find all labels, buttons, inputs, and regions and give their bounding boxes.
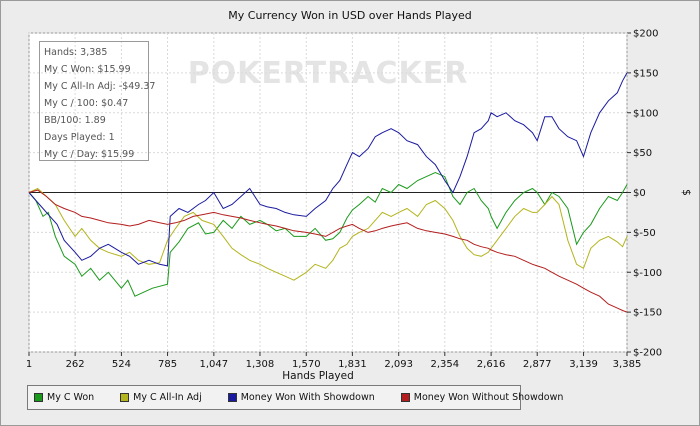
x-tick-label: 785 bbox=[158, 359, 177, 370]
x-tick-label: 2,877 bbox=[523, 359, 552, 370]
x-tick-label: 2,093 bbox=[384, 359, 413, 370]
y-tick-label: $-100 bbox=[633, 268, 662, 279]
x-tick-label: 262 bbox=[66, 359, 85, 370]
legend-label: Money Won Without Showdown bbox=[413, 392, 564, 403]
legend-item-my-c-won[interactable]: My C Won bbox=[34, 392, 94, 403]
x-tick-label: 524 bbox=[112, 359, 131, 370]
series-line-money-won-with-showdown bbox=[28, 72, 628, 267]
stat-days: Days Played: 1 bbox=[44, 132, 115, 143]
stat-per-100: My C / 100: $0.47 bbox=[44, 98, 129, 109]
y-tick-label: $-150 bbox=[633, 308, 662, 319]
y-tick-label: $50 bbox=[633, 148, 652, 159]
y-tick-label: $0 bbox=[633, 188, 646, 199]
legend-item-all-in-adj[interactable]: My C All-In Adj bbox=[120, 392, 202, 403]
y-tick-label: $100 bbox=[633, 108, 658, 119]
series-line-my-c-all-in-adj bbox=[28, 187, 628, 281]
legend-label: My C All-In Adj bbox=[133, 392, 202, 403]
stat-per-day: My C / Day: $15.99 bbox=[44, 149, 135, 160]
x-tick-label: 1 bbox=[26, 359, 32, 370]
legend-swatch bbox=[120, 393, 130, 402]
stats-info-box: Hands: 3,385 My C Won: $15.99 My C All-I… bbox=[39, 41, 156, 161]
x-tick-label: 1,570 bbox=[292, 359, 321, 370]
watermark: POKERTRACKER bbox=[188, 56, 469, 91]
legend-label: My C Won bbox=[47, 392, 95, 403]
y-axis-label: $ bbox=[680, 189, 692, 196]
y-tick-label: $200 bbox=[633, 29, 658, 40]
x-tick-label: 3,139 bbox=[569, 359, 598, 370]
x-tick-label: 1,047 bbox=[200, 359, 229, 370]
legend-swatch bbox=[227, 393, 237, 402]
stat-allin-adj: My C All-In Adj: -$49.37 bbox=[44, 81, 156, 92]
series-line-my-c-won bbox=[28, 172, 628, 297]
y-tick-label: $-50 bbox=[633, 228, 656, 239]
y-tick-label: $-200 bbox=[633, 348, 662, 359]
x-tick-label: 3,385 bbox=[613, 359, 642, 370]
stat-hands: Hands: 3,385 bbox=[44, 47, 108, 58]
x-tick-label: 1,308 bbox=[246, 359, 275, 370]
legend-item-without-showdown[interactable]: Money Won Without Showdown bbox=[400, 392, 564, 403]
chart-title: My Currency Won in USD over Hands Played bbox=[228, 9, 472, 22]
y-tick-label: $150 bbox=[633, 68, 658, 79]
legend-swatch bbox=[400, 393, 410, 402]
x-axis-label: Hands Played bbox=[282, 370, 353, 382]
chart-legend: My C Won My C All-In Adj Money Won With … bbox=[27, 385, 563, 410]
stat-bb-100: BB/100: 1.89 bbox=[44, 115, 106, 126]
legend-item-with-showdown[interactable]: Money Won With Showdown bbox=[227, 392, 375, 403]
x-tick-label: 1,831 bbox=[338, 359, 367, 370]
x-tick-label: 2,354 bbox=[430, 359, 459, 370]
x-tick-label: 2,616 bbox=[477, 359, 506, 370]
series-line-money-won-without-showdown bbox=[28, 189, 628, 313]
legend-swatch bbox=[34, 393, 43, 402]
legend-label: Money Won With Showdown bbox=[240, 392, 375, 403]
stat-won: My C Won: $15.99 bbox=[44, 64, 131, 75]
